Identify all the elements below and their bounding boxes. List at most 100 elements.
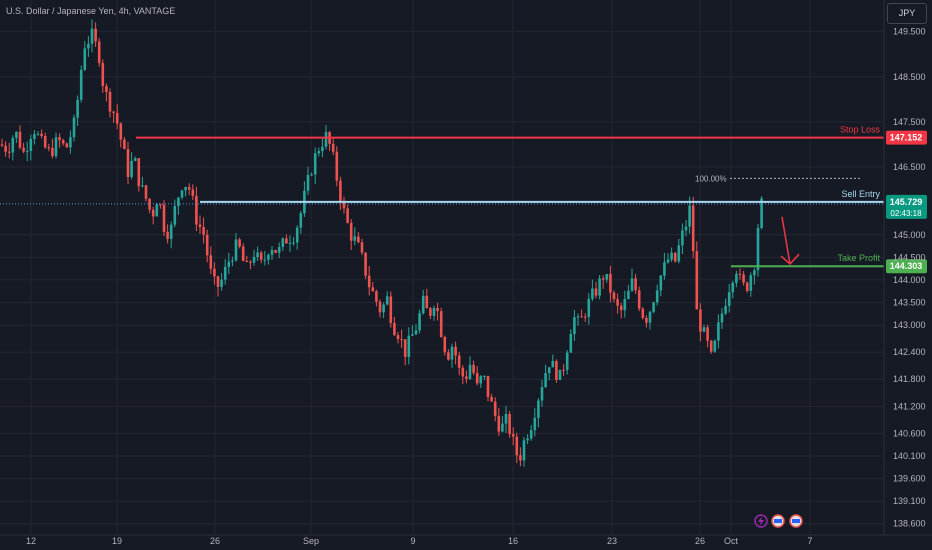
candle-body [4,145,7,152]
candle-body [87,43,90,49]
price-tick-label: 142.400 [893,347,926,357]
price-tick-label: 149.500 [893,27,926,37]
candle-body [310,174,313,176]
candle-body [360,242,364,253]
candle-body [533,417,537,431]
price-axis[interactable]: 149.500 148.500 147.500 146.500 145.000 144.5… [893,27,926,529]
candle-body [331,143,335,152]
candle-body [432,307,436,316]
candle-body [634,278,637,291]
price-tick-label: 143.000 [893,320,926,330]
candle-body [688,205,691,227]
chart-title: U.S. Dollar / Japanese Yen, 4h, VANTAGE [6,6,176,16]
candle-body [65,143,69,148]
candle-body [180,190,184,198]
candle-body [112,111,115,113]
candle-body [583,316,587,318]
candle-body [537,400,540,418]
candle-body [119,123,123,140]
candle-body [738,273,742,275]
candle-body [198,224,202,228]
candle-body [15,131,18,139]
candle-body [191,189,195,196]
candle-body [58,137,61,141]
candle-body [281,238,285,247]
take-profit-label: Take Profit [837,253,880,263]
candle-body [756,228,760,271]
candle-body [558,369,562,380]
candle-body [108,91,112,112]
candle-body [90,28,94,44]
candle-body [594,288,598,296]
candle-body [753,270,756,276]
candle-body [123,139,126,150]
candle-body [220,279,223,287]
candle-body [155,204,159,217]
candle-body [569,334,573,353]
candle-body [396,335,400,340]
grid [0,0,884,535]
candle-body [699,309,702,332]
candle-body [443,336,447,353]
candle-body [0,144,4,146]
candle-body [51,147,54,157]
candle-body [648,311,652,323]
candle-body [241,246,245,261]
candle-body [25,150,29,152]
candle-body [529,430,533,439]
stop-loss-label: Stop Loss [840,125,881,135]
candle-body [627,290,630,299]
candle-body [519,455,522,461]
candle-body [598,278,601,296]
candle-body [40,133,43,136]
candle-body [666,259,670,263]
candle-body [637,290,641,309]
candle-body [299,213,303,228]
candle-body [18,131,22,148]
candle-body [724,305,727,314]
fib-level-label: 100.00% [695,174,727,183]
candle-body [349,222,353,241]
currency-button[interactable]: JPY [887,3,927,24]
us-flag-stripe-icon-2 [792,519,800,523]
candle-body [490,396,493,402]
candle-body [472,364,475,373]
candle-body [670,252,673,260]
candle-body [321,146,324,152]
time-tick-label: 19 [112,536,122,546]
candle-body [659,275,663,291]
candle-body [580,316,583,318]
candle-body [130,160,133,178]
event-icons[interactable] [754,514,803,528]
candle-body [324,132,328,147]
candle-body [652,302,655,312]
candle-body [414,330,418,335]
candle-body [346,208,349,223]
candle-body [29,139,33,151]
candle-body [400,339,403,341]
candle-body [468,364,472,379]
candle-body [735,273,738,283]
candle-body [709,340,713,352]
candle-body [166,231,169,239]
candle-body [83,48,87,70]
marks: 100.00% [695,174,860,266]
candle-body [601,278,605,280]
candle-body [418,313,421,331]
lightning-event-icon[interactable] [754,514,768,528]
candle-body [645,317,648,323]
candle-body [436,307,439,312]
candle-body [249,261,252,263]
take-profit-price-tag [886,259,927,274]
time-tick-label: 7 [807,536,812,546]
candle-body [727,292,731,306]
candle-body [43,135,47,148]
candle-body [292,242,295,244]
candle-body [141,185,144,187]
price-tick-label: 144.500 [893,252,926,262]
candle-body [252,257,256,263]
candle-body [515,436,519,456]
time-axis[interactable]: 12 19 26 Sep 9 16 23 26 Oct 7 [26,536,813,546]
